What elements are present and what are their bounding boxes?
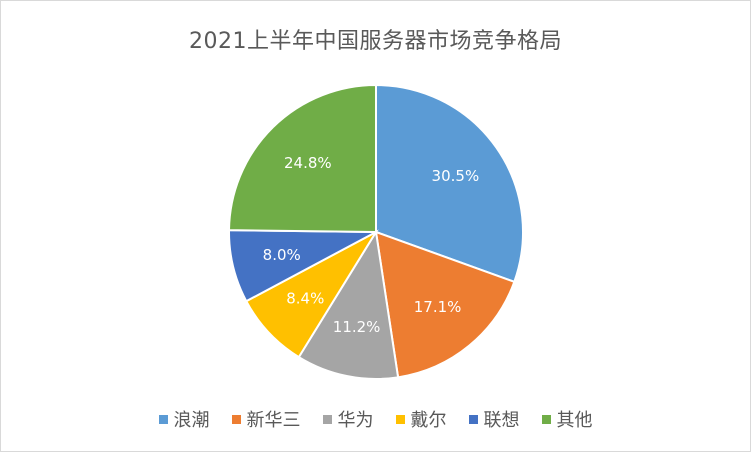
legend-swatch: [541, 414, 551, 424]
data-label-6: 24.8%: [284, 154, 332, 172]
data-label-3: 11.2%: [333, 318, 381, 336]
legend-swatch: [231, 414, 241, 424]
legend-label: 华为: [337, 410, 374, 431]
chart-legend: 浪潮 新华三 华为 戴尔 联想 其他: [1, 406, 750, 432]
legend-swatch: [322, 414, 332, 424]
legend-swatch: [468, 414, 478, 424]
legend-label: 联想: [483, 410, 520, 431]
legend-item-2: 新华三: [231, 406, 301, 432]
legend-label: 戴尔: [410, 410, 447, 431]
legend-item-4: 戴尔: [395, 406, 447, 432]
legend-label: 新华三: [246, 410, 301, 431]
pie-slice-3: [297, 229, 400, 380]
legend-item-5: 联想: [468, 406, 520, 432]
chart-title: 2021上半年中国服务器市场竞争格局: [189, 29, 562, 54]
legend-item-3: 华为: [322, 406, 374, 432]
legend-swatch: [395, 414, 405, 424]
legend-label: 浪潮: [173, 410, 210, 431]
legend-item-6: 其他: [541, 406, 593, 432]
data-label-4: 8.4%: [286, 289, 324, 307]
pie-slice-6: [227, 83, 377, 234]
data-label-5: 8.0%: [263, 246, 301, 264]
data-label-1: 30.5%: [432, 167, 480, 185]
legend-swatch: [158, 414, 168, 424]
pie-slice-2: [374, 230, 516, 379]
legend-item-1: 浪潮: [158, 406, 210, 432]
pie-slice-1: [375, 83, 524, 284]
data-label-2: 17.1%: [414, 298, 462, 316]
legend-label: 其他: [556, 410, 593, 431]
